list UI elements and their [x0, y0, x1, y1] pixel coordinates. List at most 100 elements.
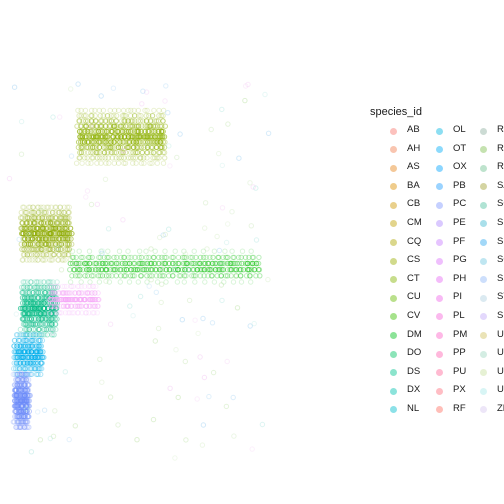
data-point — [68, 280, 72, 284]
data-point — [205, 247, 209, 251]
legend-label: UL — [497, 329, 504, 340]
legend-label: PH — [453, 273, 466, 284]
legend-label: OL — [453, 124, 466, 135]
data-point — [137, 249, 141, 253]
data-point — [254, 238, 258, 242]
data-point — [217, 248, 221, 252]
data-point — [173, 456, 177, 460]
data-point — [156, 326, 160, 330]
data-point — [69, 87, 73, 91]
legend-label: SU — [497, 310, 504, 321]
legend-key — [436, 165, 443, 172]
data-point — [84, 195, 88, 199]
data-point — [215, 234, 219, 238]
data-point — [107, 161, 111, 165]
data-point — [108, 395, 112, 399]
legend-key — [436, 295, 443, 302]
legend-label: CS — [407, 254, 420, 265]
legend-label: PB — [453, 180, 466, 191]
data-point — [212, 280, 216, 284]
data-point — [97, 280, 101, 284]
data-point — [203, 226, 207, 230]
data-point — [135, 438, 139, 442]
legend-key — [480, 165, 487, 172]
legend-label: PC — [453, 198, 466, 209]
legend-label: SF — [497, 217, 504, 228]
legend-key — [390, 295, 397, 302]
data-point — [42, 408, 46, 412]
data-point — [187, 298, 191, 302]
legend-title: species_id — [370, 106, 422, 118]
legend-key — [436, 128, 443, 135]
data-point — [126, 249, 130, 253]
legend-key — [390, 351, 397, 358]
data-point — [154, 290, 158, 294]
data-point — [196, 331, 200, 335]
data-point — [74, 161, 78, 165]
legend-label: ST — [497, 291, 504, 302]
legend-label: AB — [407, 124, 420, 135]
data-point — [220, 107, 224, 111]
data-point — [99, 94, 103, 98]
data-point — [106, 227, 110, 231]
legend-label: OX — [453, 161, 467, 172]
data-point — [127, 280, 131, 284]
data-point — [116, 423, 120, 427]
data-point — [183, 359, 187, 363]
data-point — [249, 280, 253, 284]
data-point — [89, 202, 93, 206]
data-point — [59, 268, 63, 272]
data-point — [140, 150, 144, 154]
data-point — [152, 108, 156, 112]
data-point — [224, 404, 228, 408]
data-point — [79, 108, 83, 112]
data-point — [98, 357, 102, 361]
data-point — [173, 249, 177, 253]
data-point — [106, 249, 110, 253]
data-point — [175, 280, 179, 284]
legend-key — [390, 332, 397, 339]
legend-label: CT — [407, 273, 420, 284]
data-point — [79, 280, 83, 284]
data-point — [95, 202, 99, 206]
data-point — [138, 294, 142, 298]
legend-label: PF — [453, 236, 465, 247]
data-point — [239, 274, 243, 278]
legend-key — [436, 202, 443, 209]
data-point — [149, 247, 153, 251]
legend-label: OT — [453, 143, 466, 154]
legend-label: PM — [453, 329, 467, 340]
data-point — [128, 304, 132, 308]
data-point — [153, 249, 157, 253]
data-point — [108, 322, 112, 326]
legend-label: SC — [497, 198, 504, 209]
legend-label: RM — [497, 124, 504, 135]
data-point — [163, 99, 167, 103]
legend-label: SS — [497, 273, 504, 284]
data-point — [77, 249, 81, 253]
data-point — [140, 102, 144, 106]
data-point — [100, 380, 104, 384]
legend-key — [390, 128, 397, 135]
legend-key — [436, 258, 443, 265]
data-point — [182, 280, 186, 284]
data-point — [231, 280, 235, 284]
data-point — [93, 108, 97, 112]
legend-key — [480, 128, 487, 135]
data-point — [166, 111, 170, 115]
data-point — [217, 151, 221, 155]
data-point — [203, 201, 207, 205]
data-point — [58, 115, 62, 119]
data-point — [136, 280, 140, 284]
data-point — [235, 306, 239, 310]
data-point — [202, 375, 206, 379]
data-point — [201, 423, 205, 427]
data-point — [83, 108, 87, 112]
data-point — [18, 327, 22, 331]
data-point — [212, 249, 216, 253]
data-point — [230, 249, 234, 253]
data-point — [231, 395, 235, 399]
legend-label: RF — [453, 403, 466, 414]
data-point — [158, 235, 162, 239]
